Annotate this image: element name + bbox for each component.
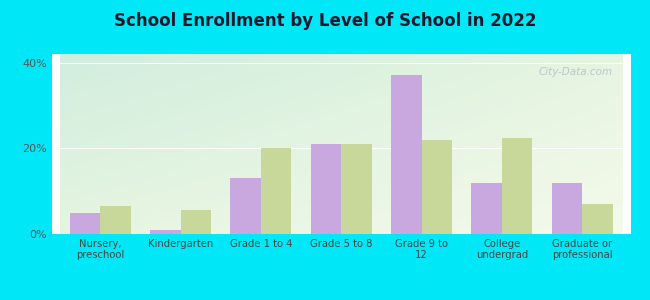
Bar — [230, 178, 261, 234]
Bar — [422, 140, 452, 234]
Bar — [100, 206, 131, 234]
Bar — [582, 204, 613, 234]
Bar — [502, 138, 532, 234]
Bar — [70, 213, 100, 234]
Bar — [181, 210, 211, 234]
Legend: Eastlawn Gardens, PA, Pennsylvania: Eastlawn Gardens, PA, Pennsylvania — [198, 299, 484, 300]
Bar — [150, 230, 181, 234]
Bar — [261, 148, 291, 234]
Bar — [471, 183, 502, 234]
Text: School Enrollment by Level of School in 2022: School Enrollment by Level of School in … — [114, 12, 536, 30]
Bar — [341, 144, 372, 234]
Bar — [311, 144, 341, 234]
Text: City-Data.com: City-Data.com — [539, 67, 613, 76]
Bar — [391, 75, 422, 234]
Bar — [552, 183, 582, 234]
